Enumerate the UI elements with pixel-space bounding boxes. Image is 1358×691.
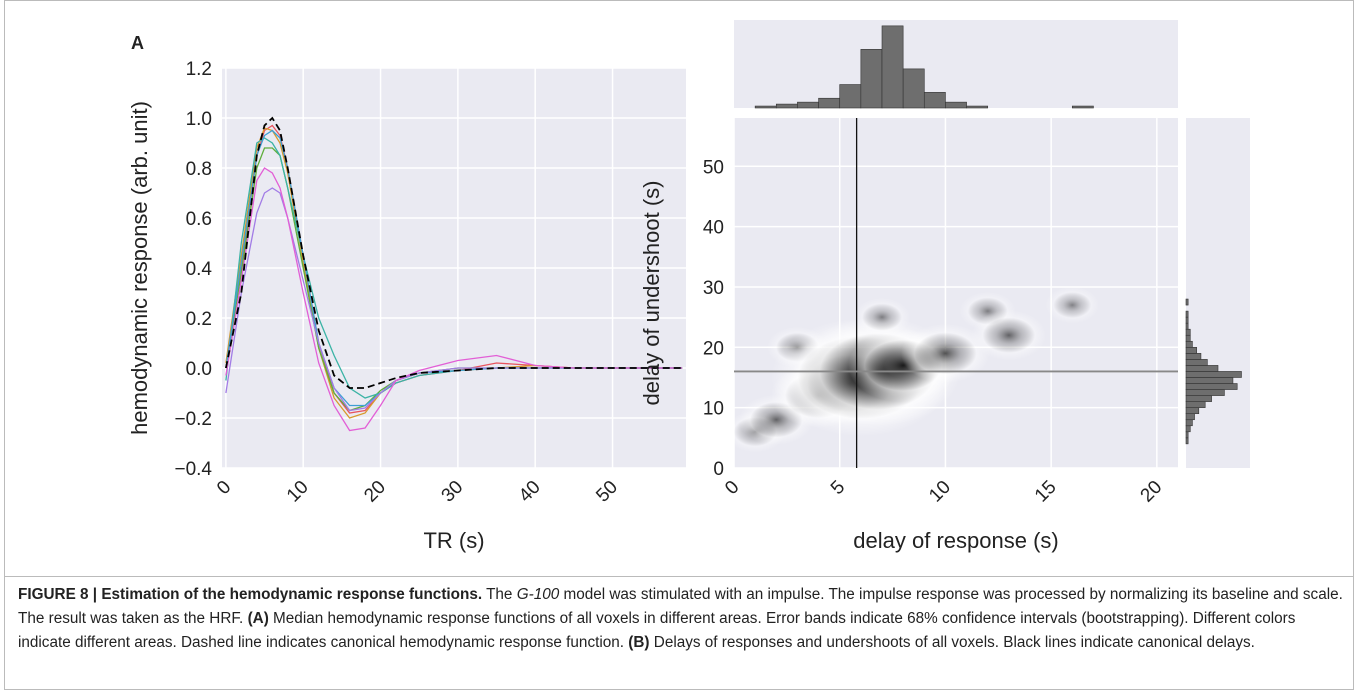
histogram-bar — [1185, 437, 1189, 445]
histogram-bar — [1185, 347, 1197, 354]
x-tick-label: 5 — [827, 477, 849, 499]
y-tick-label: 40 — [703, 218, 724, 239]
histogram-bar — [797, 101, 819, 109]
right-histogram-background — [1186, 118, 1250, 468]
y-axis-label: delay of undershoot (s) — [639, 180, 664, 405]
histogram-bar — [1185, 431, 1189, 439]
y-tick-label: 0 — [713, 459, 724, 480]
y-tick-label: 10 — [703, 399, 724, 420]
caption-run: FIGURE 8 | Estimation of the hemodynamic… — [18, 586, 483, 603]
histogram-bar — [1185, 419, 1193, 427]
x-tick-label: 20 — [360, 477, 390, 507]
y-tick-label: 1.0 — [186, 109, 212, 130]
density-blob — [853, 297, 911, 337]
histogram-bar — [902, 68, 925, 109]
x-tick-label: 40 — [515, 477, 545, 507]
x-axis-label: delay of response (s) — [853, 528, 1058, 553]
histogram-bar — [1185, 413, 1195, 421]
plot-area — [734, 118, 1178, 468]
y-tick-label: 0.6 — [186, 209, 212, 230]
histogram-bar — [1185, 407, 1200, 414]
caption-run: The — [482, 586, 517, 603]
histogram-bar — [775, 103, 798, 109]
top-histogram-background — [734, 20, 1178, 108]
x-tick-label: 10 — [283, 477, 313, 507]
x-tick-label: 0 — [721, 477, 743, 499]
density-blob — [971, 309, 1047, 361]
histogram-bar — [1185, 389, 1225, 396]
panel-label: A — [131, 33, 144, 53]
x-axis-label: TR (s) — [423, 528, 484, 553]
y-tick-label: 20 — [703, 338, 724, 359]
y-tick-label: 1.2 — [186, 59, 212, 80]
x-tick-label: 0 — [213, 477, 235, 499]
histogram-bar — [1185, 310, 1189, 318]
y-tick-label: 0.8 — [186, 159, 212, 180]
caption-run: (B) — [628, 634, 650, 651]
histogram-bar — [1185, 425, 1191, 433]
histogram-bar — [1185, 359, 1208, 366]
histogram-bar — [881, 25, 904, 109]
caption-run: Median hemodynamic response functions of… — [18, 610, 1296, 651]
histogram-bar — [1185, 353, 1202, 360]
y-tick-label: 30 — [703, 278, 724, 299]
histogram-bar — [1185, 298, 1189, 306]
histogram-bar — [839, 84, 862, 109]
histogram-bar — [754, 105, 777, 109]
line — [225, 167, 683, 432]
caption-run: G-100 — [516, 586, 560, 603]
histogram-bar — [966, 105, 989, 109]
histogram-bar — [1185, 316, 1189, 324]
histogram-bar — [1185, 365, 1219, 372]
histogram-bar — [818, 97, 841, 109]
histogram-bar — [1185, 395, 1212, 402]
histogram-bar — [1185, 377, 1234, 384]
density-blob — [1045, 286, 1100, 324]
histogram-bar — [1185, 401, 1206, 408]
y-tick-label: 0.2 — [186, 309, 212, 330]
dashed-line — [225, 116, 683, 389]
y-tick-label: 0.0 — [186, 359, 212, 380]
x-tick-label: 30 — [438, 477, 468, 507]
x-tick-label: 10 — [925, 477, 955, 507]
y-tick-label: −0.4 — [174, 459, 212, 480]
histogram-bar — [1185, 322, 1189, 330]
caption-run: Delays of responses and undershoots of a… — [649, 634, 1255, 651]
caption-run: model was stimulated with an impulse. Th… — [18, 586, 1343, 627]
y-axis-label: hemodynamic response (arb. unit) — [127, 101, 152, 435]
caption-run: (A) — [247, 610, 269, 627]
y-tick-label: −0.2 — [174, 409, 212, 430]
caption: FIGURE 8 | Estimation of the hemodynamic… — [18, 583, 1343, 655]
y-tick-label: 0.4 — [186, 259, 213, 280]
frame — [4, 0, 1354, 690]
histogram-bar — [1185, 371, 1242, 378]
x-tick-label: 15 — [1031, 477, 1061, 507]
histogram-bar — [923, 92, 946, 109]
histogram-bar — [1185, 383, 1238, 390]
histogram-bar — [1185, 328, 1191, 336]
x-tick-label: 50 — [592, 477, 622, 507]
x-tick-label: 20 — [1137, 477, 1167, 507]
y-tick-label: 50 — [703, 157, 724, 178]
histogram-bar — [1071, 105, 1094, 109]
density-blob — [900, 323, 990, 384]
histogram-bar — [1185, 334, 1191, 342]
histogram-bar — [1185, 340, 1193, 348]
histogram-bar — [945, 101, 967, 109]
histogram-bar — [860, 49, 883, 109]
plot-area — [222, 68, 686, 468]
